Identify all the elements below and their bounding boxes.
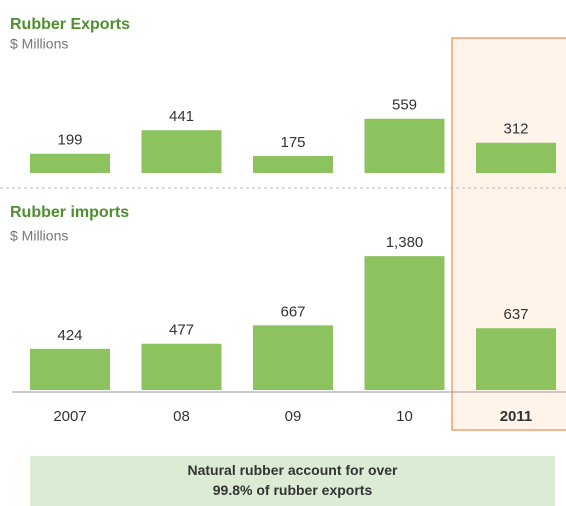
bar (30, 348, 110, 390)
bar (476, 142, 556, 173)
bar (476, 328, 556, 390)
data-label: 559 (392, 97, 417, 114)
data-label: 667 (280, 303, 305, 320)
data-label: 424 (57, 327, 82, 344)
bar (253, 156, 333, 173)
bar (364, 118, 445, 173)
chart-subtitle: $ Millions (10, 36, 68, 52)
bar (141, 343, 222, 390)
data-label: 175 (280, 134, 305, 151)
data-label: 477 (169, 322, 194, 339)
chart-subtitle: $ Millions (10, 228, 68, 244)
annotation: Natural rubber account for over 99.8% of… (30, 456, 555, 506)
chart: Rubber Exports $ Millions Rubber imports… (0, 16, 566, 431)
bar (30, 153, 110, 173)
chart-title: Rubber imports (10, 204, 129, 221)
chart-title: Rubber Exports (10, 16, 130, 33)
data-label: 199 (57, 132, 82, 149)
x-tick-label: 10 (396, 408, 413, 425)
bar (253, 325, 333, 390)
x-tick-label: 2011 (500, 408, 533, 425)
data-label: 312 (503, 121, 528, 138)
bar (364, 256, 445, 390)
bar (141, 130, 222, 173)
x-tick-label: 09 (285, 408, 302, 425)
data-label: 441 (169, 108, 194, 125)
x-tick-label: 2007 (53, 408, 86, 425)
data-label: 637 (503, 306, 528, 323)
data-label: 1,380 (386, 234, 424, 251)
x-tick-label: 08 (173, 408, 190, 425)
